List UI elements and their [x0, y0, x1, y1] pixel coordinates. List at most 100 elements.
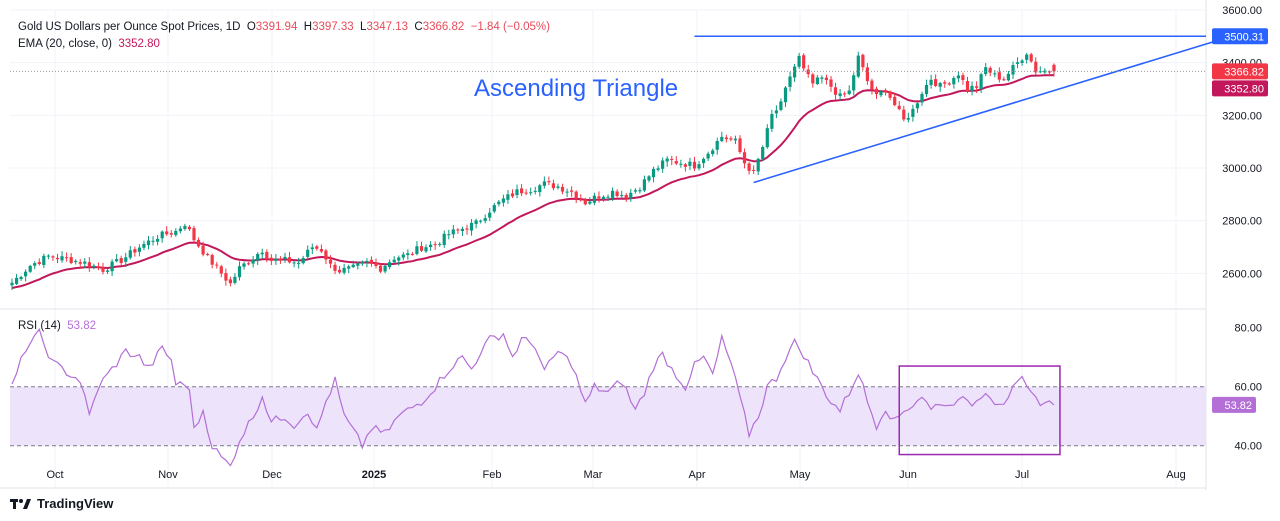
- candle-body: [10, 282, 14, 286]
- candle-body: [820, 77, 824, 79]
- candle-body: [856, 55, 860, 77]
- candle-body: [984, 67, 988, 75]
- candle-body: [287, 257, 292, 263]
- candle-body: [301, 258, 305, 264]
- time-tick-label: Nov: [158, 469, 178, 481]
- candle-body: [83, 261, 87, 264]
- candle-body: [124, 257, 128, 262]
- symbol-header: Gold US Dollars per Ounce Spot Prices, 1…: [18, 21, 550, 33]
- candle-body: [670, 159, 674, 160]
- candle-body: [893, 96, 897, 106]
- candle-body: [533, 190, 537, 192]
- price-labels: 3500.31 3366.82 3352.80 53.82: [1212, 28, 1268, 413]
- candle-body: [233, 276, 237, 283]
- candle-body: [1020, 60, 1024, 63]
- candle-body: [638, 190, 642, 192]
- tradingview-logo[interactable]: TradingView: [10, 496, 113, 511]
- rsi-band: [10, 386, 1206, 447]
- candle-body: [383, 265, 387, 272]
- candle-body: [761, 147, 765, 159]
- candle-body: [469, 222, 474, 231]
- candle-body: [606, 196, 610, 198]
- pattern-annotation: Ascending Triangle: [474, 75, 678, 102]
- candle-body: [924, 84, 929, 95]
- candle-body: [852, 75, 856, 91]
- rsi-legend[interactable]: RSI (14) 53.82: [18, 320, 96, 332]
- candle-body: [146, 240, 151, 246]
- candle-body: [274, 258, 278, 261]
- candle-body: [510, 193, 515, 197]
- candle-body: [547, 181, 551, 183]
- candle-body: [993, 73, 997, 75]
- candle-body: [247, 263, 251, 265]
- candle-body: [697, 164, 701, 169]
- candle-body: [520, 188, 524, 194]
- candle-body: [347, 266, 351, 269]
- time-axis: Oct Nov Dec 2025 Feb Mar Apr May Jun Jul Aug: [46, 469, 1185, 481]
- candle-body: [333, 264, 337, 271]
- candle-body: [206, 254, 210, 255]
- candle-body: [328, 259, 333, 264]
- candle-body: [765, 128, 769, 148]
- time-tick-label: Jul: [1015, 469, 1029, 481]
- price-tick-label: 3200.00: [1222, 110, 1262, 122]
- candle-body: [665, 158, 669, 162]
- candle-body: [69, 257, 73, 263]
- candle-body: [624, 195, 628, 199]
- candle-body: [156, 238, 160, 242]
- candle-body: [19, 276, 23, 280]
- time-tick-label: Mar: [584, 469, 603, 481]
- candle-body: [46, 255, 50, 257]
- low-value: 3347.13: [366, 21, 409, 33]
- candle-body: [597, 196, 601, 199]
- candle-body: [642, 179, 646, 191]
- candle-body: [838, 93, 842, 96]
- candle-body: [369, 259, 373, 264]
- low-label: L: [360, 21, 367, 33]
- high-value: 3397.33: [312, 21, 354, 33]
- candles: [10, 51, 1056, 291]
- candle-body: [988, 67, 992, 73]
- candle-body: [797, 55, 801, 67]
- candle-body: [87, 262, 91, 268]
- candle-body: [1025, 54, 1029, 60]
- candle-body: [915, 103, 919, 109]
- price-label-text: 3366.82: [1224, 66, 1264, 78]
- candle-body: [501, 198, 505, 203]
- candle-body: [101, 267, 105, 272]
- candle-body: [870, 80, 874, 90]
- candle-body: [169, 233, 173, 235]
- close-value: 3366.82: [422, 21, 465, 33]
- candle-body: [770, 114, 774, 129]
- candle-body: [874, 88, 879, 95]
- candle-body: [319, 249, 323, 252]
- candle-body: [884, 90, 888, 93]
- candle-body: [711, 150, 715, 154]
- candle-body: [451, 229, 455, 235]
- candle-body: [965, 81, 970, 91]
- candle-body: [183, 225, 187, 229]
- candle-body: [747, 163, 751, 171]
- candle-body: [720, 136, 724, 142]
- rsi-label-box: [1212, 396, 1256, 413]
- candle-body: [242, 263, 246, 267]
- ema-legend[interactable]: EMA (20, close, 0) 3352.80: [18, 38, 160, 50]
- candle-body: [360, 262, 364, 264]
- price-tick-label: 3600.00: [1222, 5, 1262, 17]
- time-tick-label: Apr: [688, 469, 705, 481]
- candle-body: [497, 201, 501, 205]
- candle-body: [342, 267, 346, 273]
- price-label-box: [1212, 80, 1268, 97]
- candle-body: [110, 261, 114, 272]
- candle-body: [938, 83, 942, 87]
- rsi-band-fill: [10, 386, 1206, 446]
- candle-body: [1011, 65, 1015, 75]
- price-tick-label: 2800.00: [1222, 216, 1262, 228]
- candle-body: [442, 233, 446, 245]
- candle-body: [365, 261, 369, 263]
- candle-body: [401, 254, 405, 258]
- candle-body: [788, 76, 792, 87]
- candle-body: [201, 245, 205, 255]
- time-tick-label: Oct: [46, 469, 63, 481]
- candle-body: [843, 93, 847, 95]
